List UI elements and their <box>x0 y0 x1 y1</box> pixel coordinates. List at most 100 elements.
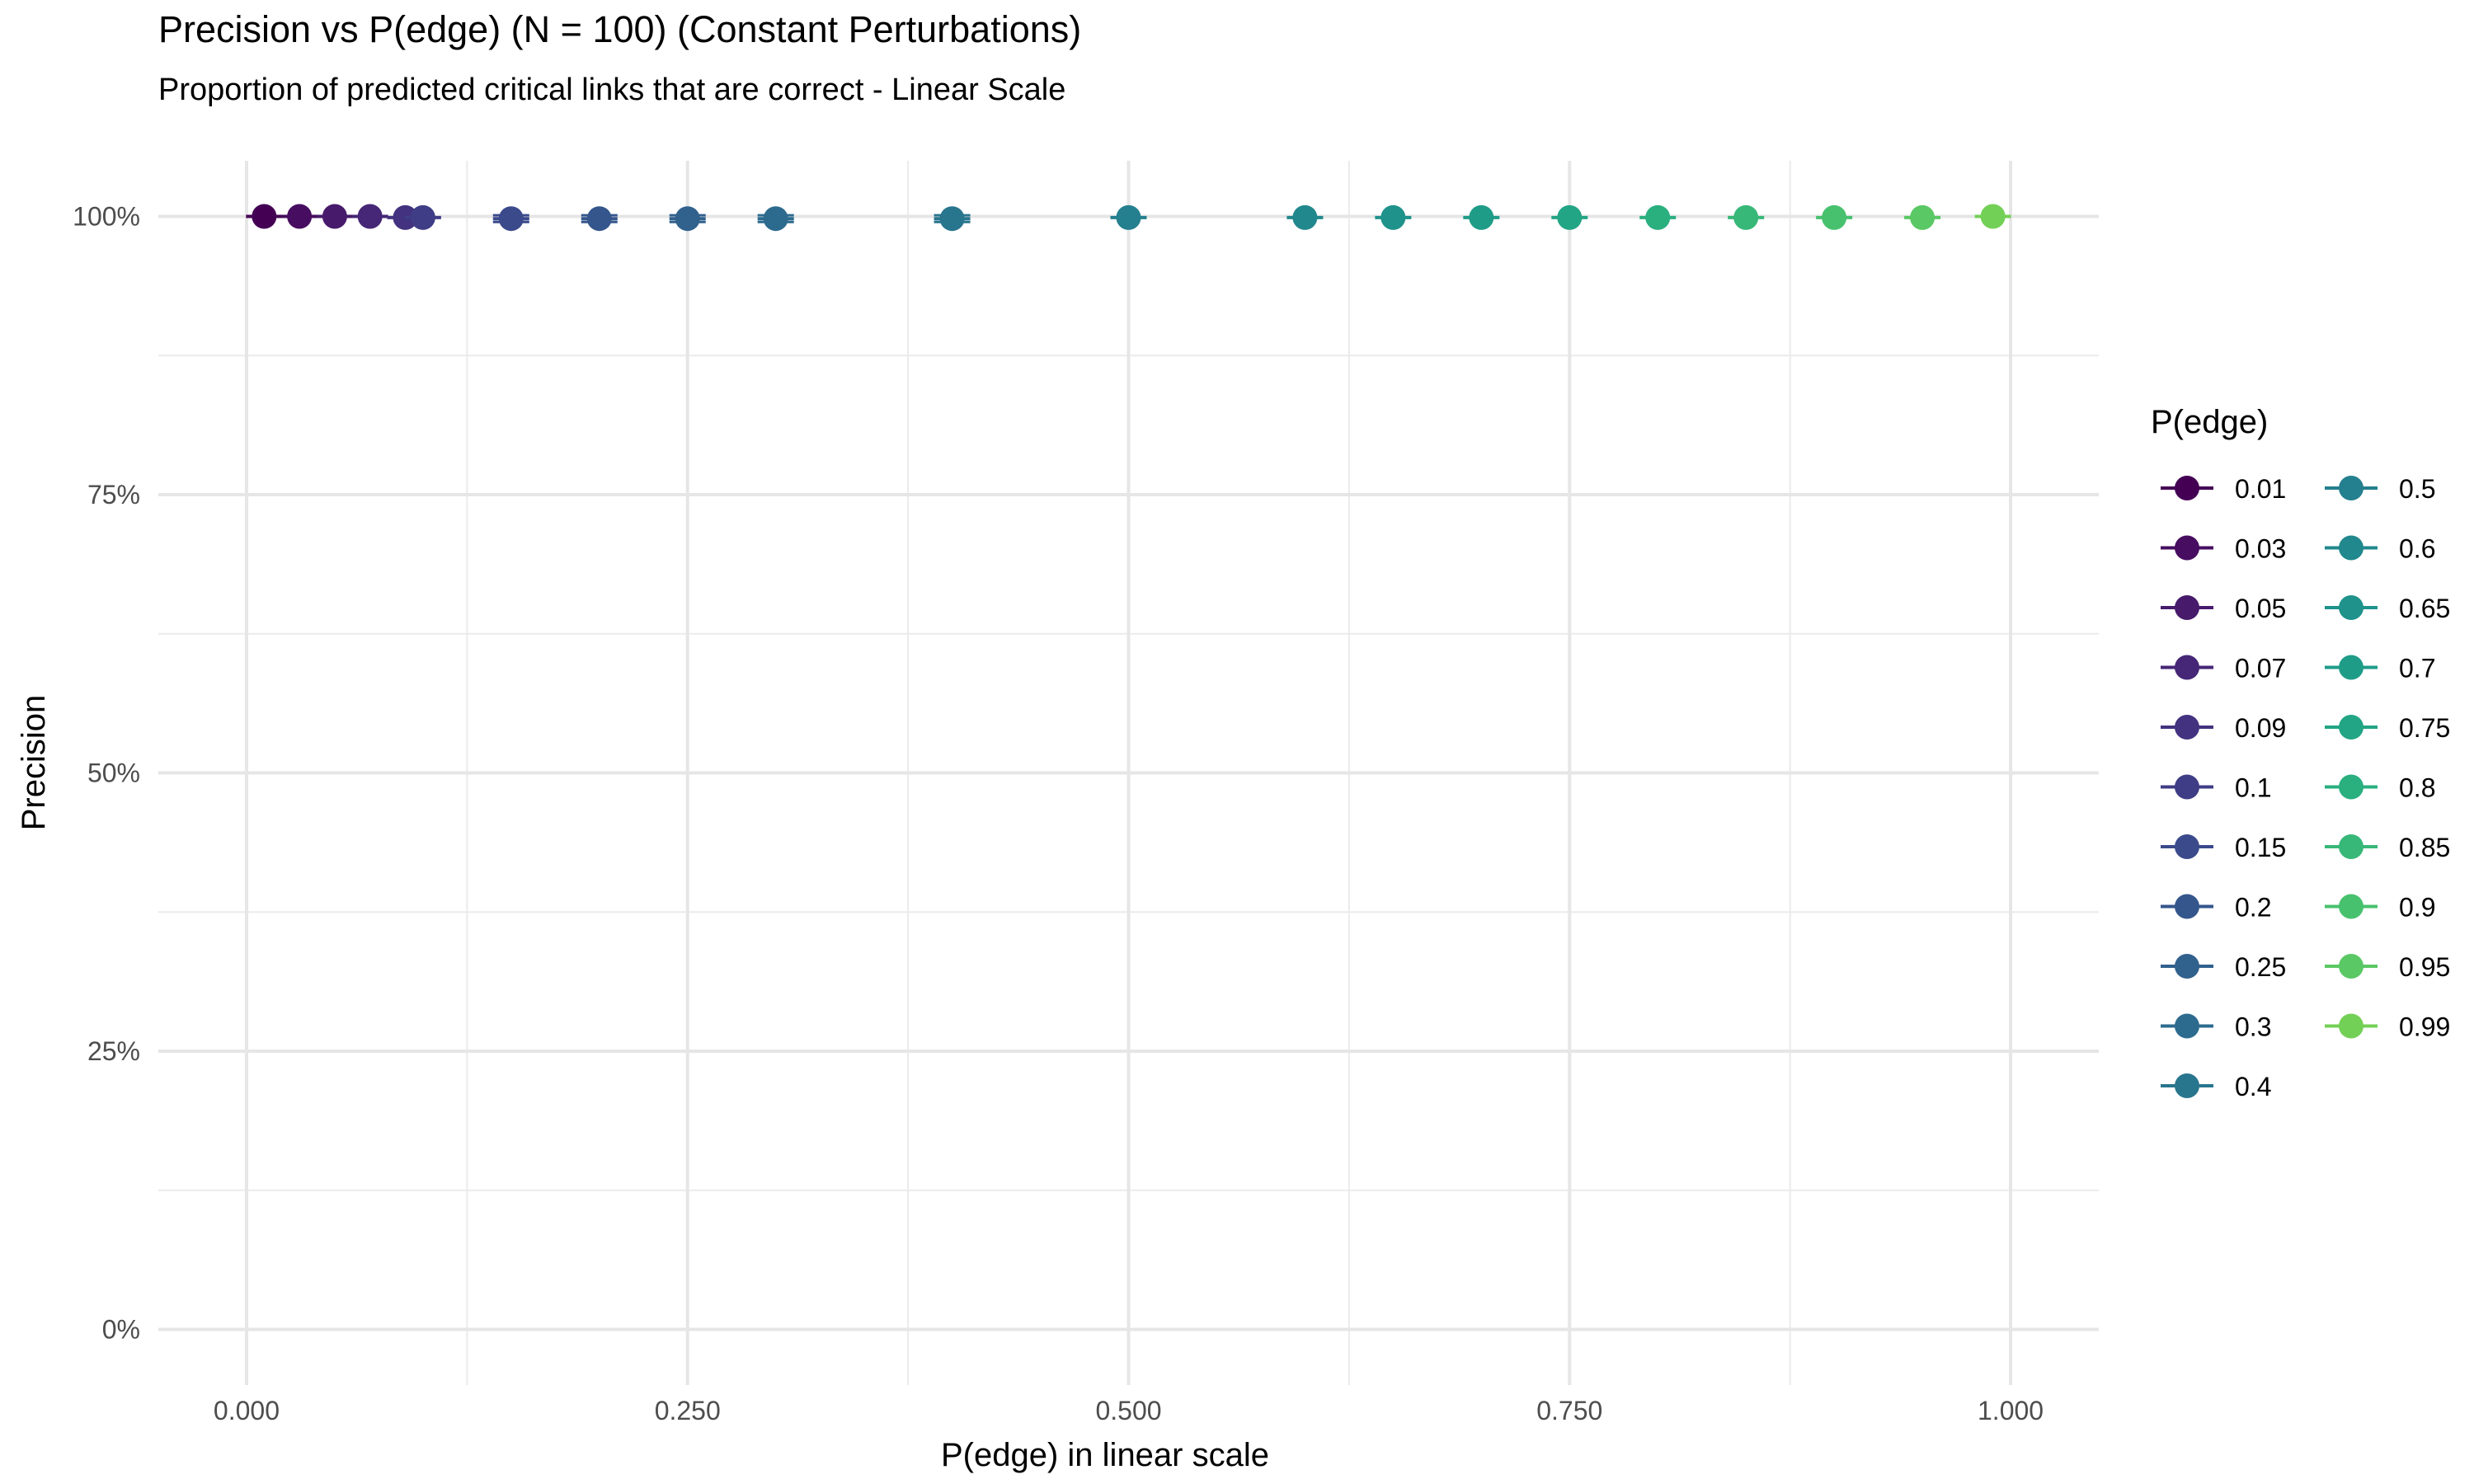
legend-item-0.65: 0.65 <box>2325 594 2450 623</box>
x-tick-label: 0.000 <box>214 1396 280 1425</box>
legend-label: 0.2 <box>2235 893 2271 923</box>
series-point-0.15 <box>492 206 529 232</box>
data-point <box>1822 204 1847 230</box>
data-point <box>1910 204 1935 230</box>
legend-item-0.75: 0.75 <box>2325 713 2450 743</box>
legend-key-dot <box>2175 894 2199 919</box>
legend-item-0.09: 0.09 <box>2161 713 2286 743</box>
series-point-0.75 <box>1551 204 1588 230</box>
series-point-0.25 <box>669 206 706 232</box>
series-point-0.5 <box>1110 204 1147 230</box>
legend-key-dot <box>2339 1013 2363 1039</box>
x-tick-label: 1.000 <box>1978 1396 2044 1425</box>
data-point <box>498 206 524 232</box>
data-point <box>1733 204 1759 230</box>
legend-item-0.6: 0.6 <box>2325 534 2435 564</box>
legend: P(edge) 0.010.030.050.070.090.10.150.20.… <box>2151 404 2450 1101</box>
legend-label: 0.25 <box>2235 952 2286 982</box>
legend-key-dot <box>2175 1013 2199 1039</box>
legend-key-dot <box>2175 1073 2199 1098</box>
series-point-0.07 <box>351 204 388 229</box>
legend-key-dot <box>2339 894 2363 919</box>
data-point <box>1980 204 2006 229</box>
legend-label: 0.1 <box>2235 773 2271 803</box>
chart-subtitle: Proportion of predicted critical links t… <box>158 73 1066 107</box>
legend-key-dot <box>2175 954 2199 979</box>
legend-key-dot <box>2175 476 2199 500</box>
legend-key-dot <box>2339 655 2363 680</box>
data-point <box>357 204 383 229</box>
legend-label: 0.6 <box>2399 534 2435 564</box>
legend-key-dot <box>2339 595 2363 620</box>
legend-label: 0.95 <box>2399 952 2450 982</box>
series-point-0.8 <box>1639 204 1677 230</box>
data-point <box>1380 204 1406 230</box>
legend-item-0.01: 0.01 <box>2161 474 2286 504</box>
legend-key-dot <box>2339 715 2363 740</box>
legend-label: 0.05 <box>2235 594 2286 623</box>
series-point-0.2 <box>581 206 618 232</box>
legend-label: 0.65 <box>2399 594 2450 623</box>
legend-key-dot <box>2175 655 2199 680</box>
legend-label: 0.8 <box>2399 773 2435 803</box>
legend-key-dot <box>2175 834 2199 859</box>
series-point-0.1 <box>404 204 441 230</box>
data-point <box>1469 204 1494 230</box>
legend-item-0.07: 0.07 <box>2161 654 2286 683</box>
y-tick-label: 25% <box>87 1036 140 1066</box>
legend-items: 0.01 0.03 0.05 0.07 0.09 0.1 0.15 0.2 0.25 0.3 0.4… <box>2161 474 2450 1101</box>
data-point <box>1292 204 1318 230</box>
legend-key-dot <box>2175 535 2199 561</box>
legend-item-0.25: 0.25 <box>2161 952 2286 982</box>
legend-item-0.85: 0.85 <box>2325 833 2450 862</box>
series-point-0.3 <box>757 206 794 232</box>
legend-key-dot <box>2175 715 2199 740</box>
legend-key-dot <box>2339 954 2363 979</box>
data-points <box>246 204 2011 232</box>
legend-label: 0.01 <box>2235 474 2286 504</box>
x-tick-label: 0.250 <box>655 1396 721 1425</box>
series-point-0.95 <box>1904 204 1941 230</box>
legend-key-dot <box>2339 476 2363 500</box>
legend-item-0.8: 0.8 <box>2325 773 2435 803</box>
legend-key-dot <box>2339 774 2363 800</box>
legend-title: P(edge) <box>2151 404 2268 440</box>
legend-item-0.9: 0.9 <box>2325 893 2435 923</box>
data-point <box>1116 204 1141 230</box>
legend-label: 0.09 <box>2235 713 2286 743</box>
axis-tick-labels: 0.000 0.250 0.500 0.750 1.000 0% 25% 50% 75% 100% <box>73 202 2044 1426</box>
legend-label: 0.75 <box>2399 713 2450 743</box>
data-point <box>939 206 965 232</box>
legend-item-0.4: 0.4 <box>2161 1072 2271 1101</box>
legend-item-0.3: 0.3 <box>2161 1012 2271 1042</box>
data-point <box>287 204 313 229</box>
series-point-0.65 <box>1375 204 1412 230</box>
legend-label: 0.99 <box>2399 1012 2450 1042</box>
y-tick-label: 75% <box>87 480 140 510</box>
legend-item-0.95: 0.95 <box>2325 952 2450 982</box>
grid-lines <box>158 161 2099 1385</box>
legend-label: 0.4 <box>2235 1072 2271 1101</box>
data-point <box>410 204 435 230</box>
data-point <box>675 206 700 232</box>
legend-label: 0.15 <box>2235 833 2286 862</box>
legend-label: 0.7 <box>2399 654 2435 683</box>
series-point-0.4 <box>934 206 971 232</box>
series-point-0.99 <box>1974 204 2011 229</box>
series-point-0.85 <box>1728 204 1765 230</box>
series-point-0.01 <box>246 204 283 229</box>
legend-item-0.1: 0.1 <box>2161 773 2271 803</box>
legend-item-0.05: 0.05 <box>2161 594 2286 623</box>
series-point-0.05 <box>316 204 353 229</box>
y-tick-label: 0% <box>102 1315 140 1345</box>
legend-key-dot <box>2339 834 2363 859</box>
legend-label: 0.3 <box>2235 1012 2271 1042</box>
legend-item-0.7: 0.7 <box>2325 654 2435 683</box>
data-point <box>1557 204 1583 230</box>
x-axis-label: P(edge) in linear scale <box>941 1437 1269 1473</box>
legend-key-dot <box>2175 595 2199 620</box>
data-point <box>586 206 612 232</box>
legend-label: 0.85 <box>2399 833 2450 862</box>
legend-item-0.99: 0.99 <box>2325 1012 2450 1042</box>
